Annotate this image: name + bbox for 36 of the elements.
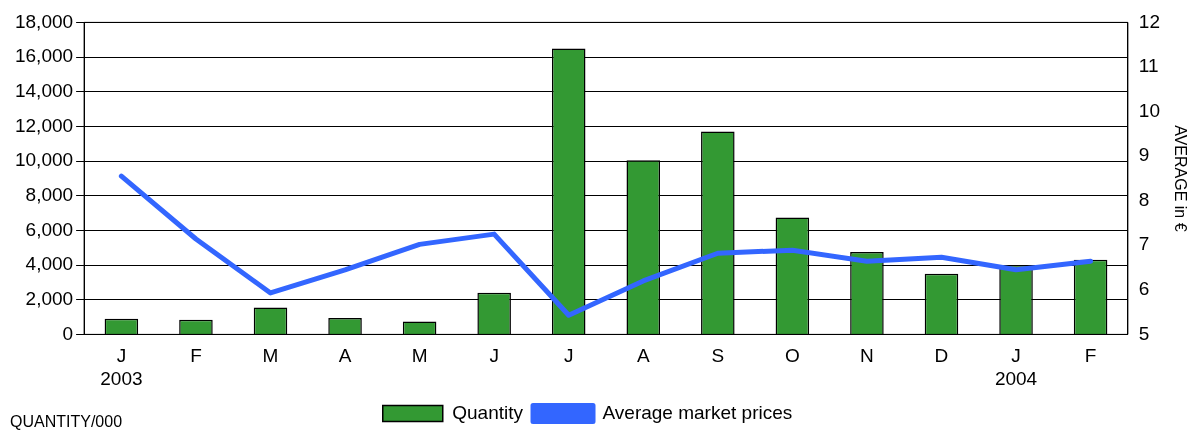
x-tick-label: O — [784, 345, 800, 367]
y-tick-label: 16,000 — [14, 45, 74, 67]
y2-tick-label: 5 — [1138, 322, 1150, 344]
legend-label: Average market prices — [602, 401, 793, 423]
y-tick-label: 0 — [62, 322, 74, 344]
y-tick-label: 2,000 — [25, 287, 74, 309]
y2-axis-title: AVERAGE in € — [1171, 125, 1189, 232]
x-tick-label: J 2003 — [100, 345, 143, 389]
x-tick-label: M — [262, 345, 279, 367]
x-tick-label: J 2004 — [994, 345, 1038, 389]
x-tick-label: A — [338, 345, 352, 367]
x-tick-label: J — [489, 345, 499, 367]
x-tick-label: S — [711, 345, 725, 367]
y-tick-label: 4,000 — [25, 253, 74, 275]
y2-tick-label: 7 — [1138, 233, 1150, 255]
y-tick-label: 18,000 — [14, 10, 74, 32]
x-tick-label: J — [563, 345, 574, 367]
y-axis-title: QUANTITY/000 — [10, 413, 123, 431]
y-tick-label: 6,000 — [25, 218, 74, 240]
y-tick-label: 14,000 — [14, 79, 74, 101]
x-tick-label: F — [190, 345, 202, 367]
y2-tick-label: 12 — [1138, 10, 1161, 32]
y-tick-label: 8,000 — [25, 183, 74, 205]
y2-tick-label: 9 — [1138, 144, 1150, 166]
y2-tick-label: 8 — [1138, 188, 1150, 210]
y-tick-label: 12,000 — [14, 114, 74, 136]
x-tick-label: D — [934, 345, 949, 367]
x-tick-label: N — [860, 345, 874, 367]
y-tick-label: 10,000 — [14, 149, 74, 171]
y2-tick-label: 10 — [1138, 99, 1161, 121]
x-tick-label: A — [636, 345, 650, 367]
y2-tick-label: 11 — [1138, 55, 1159, 77]
x-tick-label: M — [411, 345, 428, 367]
x-tick-label: F — [1084, 345, 1097, 367]
legend-label: Quantity — [452, 401, 524, 423]
y2-tick-label: 6 — [1138, 278, 1150, 300]
